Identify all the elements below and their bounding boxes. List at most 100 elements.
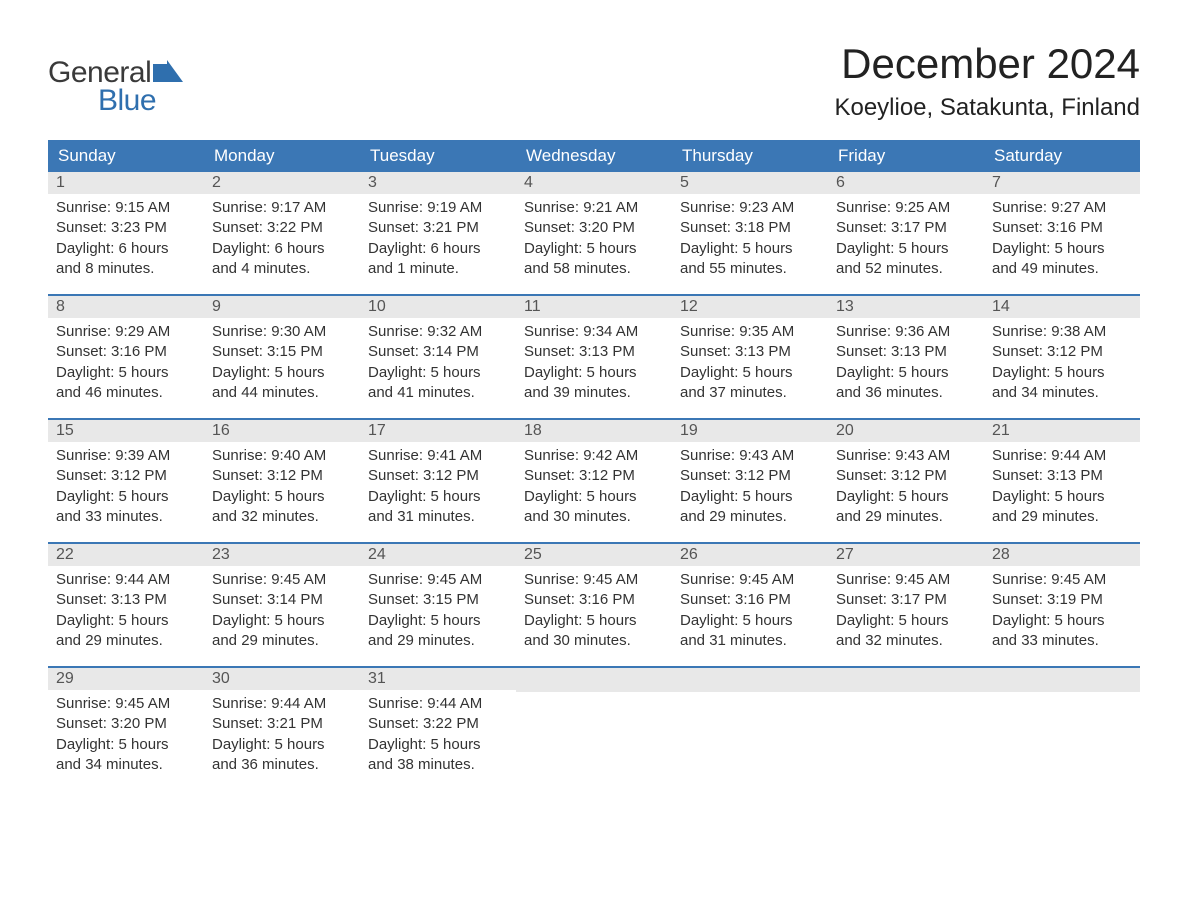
- day-sunrise-line: Sunrise: 9:44 AM: [212, 694, 352, 714]
- day-daylight1-line: Daylight: 5 hours: [524, 487, 664, 507]
- day-daylight1-line: Daylight: 5 hours: [212, 363, 352, 383]
- day-sunrise-line: Sunrise: 9:45 AM: [680, 570, 820, 590]
- day-sunrise-line: Sunrise: 9:45 AM: [212, 570, 352, 590]
- day-daylight1-line: Daylight: 5 hours: [56, 611, 196, 631]
- day-sunrise-line: Sunrise: 9:23 AM: [680, 198, 820, 218]
- day-number: 22: [48, 544, 204, 566]
- day-sunrise-line: Sunrise: 9:44 AM: [368, 694, 508, 714]
- day-daylight2-line: and 29 minutes.: [212, 631, 352, 651]
- week-row: 8Sunrise: 9:29 AMSunset: 3:16 PMDaylight…: [48, 294, 1140, 418]
- day-number: 8: [48, 296, 204, 318]
- day-content: Sunrise: 9:38 AMSunset: 3:12 PMDaylight:…: [984, 318, 1140, 411]
- day-daylight1-line: Daylight: 5 hours: [836, 363, 976, 383]
- day-sunset-line: Sunset: 3:17 PM: [836, 590, 976, 610]
- weekday-header-tuesday: Tuesday: [360, 140, 516, 172]
- day-number: 2: [204, 172, 360, 194]
- day-cell: 29Sunrise: 9:45 AMSunset: 3:20 PMDayligh…: [48, 668, 204, 790]
- day-cell: 5Sunrise: 9:23 AMSunset: 3:18 PMDaylight…: [672, 172, 828, 294]
- weekday-header-monday: Monday: [204, 140, 360, 172]
- day-daylight1-line: Daylight: 6 hours: [368, 239, 508, 259]
- logo-word-blue: Blue: [98, 84, 156, 118]
- day-daylight1-line: Daylight: 5 hours: [836, 611, 976, 631]
- day-cell: 23Sunrise: 9:45 AMSunset: 3:14 PMDayligh…: [204, 544, 360, 666]
- day-number: 19: [672, 420, 828, 442]
- day-sunset-line: Sunset: 3:13 PM: [680, 342, 820, 362]
- day-daylight1-line: Daylight: 6 hours: [212, 239, 352, 259]
- day-daylight1-line: Daylight: 5 hours: [368, 611, 508, 631]
- day-cell: [672, 668, 828, 790]
- day-daylight1-line: Daylight: 5 hours: [212, 487, 352, 507]
- day-daylight2-line: and 55 minutes.: [680, 259, 820, 279]
- day-sunrise-line: Sunrise: 9:45 AM: [836, 570, 976, 590]
- location-label: Koeylioe, Satakunta, Finland: [834, 94, 1140, 122]
- day-cell: 4Sunrise: 9:21 AMSunset: 3:20 PMDaylight…: [516, 172, 672, 294]
- day-number: 13: [828, 296, 984, 318]
- empty-day-header: [828, 668, 984, 692]
- day-content: Sunrise: 9:45 AMSunset: 3:20 PMDaylight:…: [48, 690, 204, 783]
- day-daylight1-line: Daylight: 5 hours: [56, 363, 196, 383]
- day-cell: 27Sunrise: 9:45 AMSunset: 3:17 PMDayligh…: [828, 544, 984, 666]
- day-sunrise-line: Sunrise: 9:43 AM: [836, 446, 976, 466]
- day-sunrise-line: Sunrise: 9:43 AM: [680, 446, 820, 466]
- day-number: 23: [204, 544, 360, 566]
- day-daylight1-line: Daylight: 5 hours: [212, 611, 352, 631]
- day-daylight1-line: Daylight: 5 hours: [524, 611, 664, 631]
- day-daylight1-line: Daylight: 5 hours: [524, 239, 664, 259]
- day-cell: 10Sunrise: 9:32 AMSunset: 3:14 PMDayligh…: [360, 296, 516, 418]
- day-content: Sunrise: 9:23 AMSunset: 3:18 PMDaylight:…: [672, 194, 828, 287]
- day-content: Sunrise: 9:43 AMSunset: 3:12 PMDaylight:…: [828, 442, 984, 535]
- day-daylight2-line: and 39 minutes.: [524, 383, 664, 403]
- day-content: Sunrise: 9:42 AMSunset: 3:12 PMDaylight:…: [516, 442, 672, 535]
- day-sunset-line: Sunset: 3:15 PM: [212, 342, 352, 362]
- day-number: 31: [360, 668, 516, 690]
- day-daylight1-line: Daylight: 5 hours: [368, 487, 508, 507]
- day-cell: 8Sunrise: 9:29 AMSunset: 3:16 PMDaylight…: [48, 296, 204, 418]
- day-daylight2-line: and 31 minutes.: [368, 507, 508, 527]
- day-daylight2-line: and 30 minutes.: [524, 631, 664, 651]
- day-sunset-line: Sunset: 3:13 PM: [992, 466, 1132, 486]
- day-daylight1-line: Daylight: 5 hours: [836, 239, 976, 259]
- day-daylight2-line: and 46 minutes.: [56, 383, 196, 403]
- day-daylight2-line: and 33 minutes.: [56, 507, 196, 527]
- day-number: 3: [360, 172, 516, 194]
- day-content: Sunrise: 9:41 AMSunset: 3:12 PMDaylight:…: [360, 442, 516, 535]
- day-sunset-line: Sunset: 3:12 PM: [836, 466, 976, 486]
- day-sunset-line: Sunset: 3:22 PM: [212, 218, 352, 238]
- day-number: 30: [204, 668, 360, 690]
- day-sunrise-line: Sunrise: 9:45 AM: [368, 570, 508, 590]
- day-daylight2-line: and 4 minutes.: [212, 259, 352, 279]
- day-number: 6: [828, 172, 984, 194]
- page-header: General Blue December 2024 Koeylioe, Sat…: [48, 40, 1140, 122]
- day-sunset-line: Sunset: 3:21 PM: [212, 714, 352, 734]
- day-cell: 15Sunrise: 9:39 AMSunset: 3:12 PMDayligh…: [48, 420, 204, 542]
- day-sunset-line: Sunset: 3:17 PM: [836, 218, 976, 238]
- day-cell: 26Sunrise: 9:45 AMSunset: 3:16 PMDayligh…: [672, 544, 828, 666]
- week-row: 1Sunrise: 9:15 AMSunset: 3:23 PMDaylight…: [48, 172, 1140, 294]
- day-daylight1-line: Daylight: 5 hours: [836, 487, 976, 507]
- weekday-header-friday: Friday: [828, 140, 984, 172]
- day-cell: 24Sunrise: 9:45 AMSunset: 3:15 PMDayligh…: [360, 544, 516, 666]
- day-cell: 21Sunrise: 9:44 AMSunset: 3:13 PMDayligh…: [984, 420, 1140, 542]
- month-title: December 2024: [834, 40, 1140, 88]
- day-cell: 7Sunrise: 9:27 AMSunset: 3:16 PMDaylight…: [984, 172, 1140, 294]
- day-daylight1-line: Daylight: 5 hours: [212, 735, 352, 755]
- day-content: Sunrise: 9:21 AMSunset: 3:20 PMDaylight:…: [516, 194, 672, 287]
- day-sunrise-line: Sunrise: 9:34 AM: [524, 322, 664, 342]
- week-row: 15Sunrise: 9:39 AMSunset: 3:12 PMDayligh…: [48, 418, 1140, 542]
- weekday-header-saturday: Saturday: [984, 140, 1140, 172]
- day-sunrise-line: Sunrise: 9:42 AM: [524, 446, 664, 466]
- day-cell: 20Sunrise: 9:43 AMSunset: 3:12 PMDayligh…: [828, 420, 984, 542]
- day-daylight2-line: and 29 minutes.: [836, 507, 976, 527]
- day-number: 16: [204, 420, 360, 442]
- day-daylight2-line: and 33 minutes.: [992, 631, 1132, 651]
- day-daylight1-line: Daylight: 5 hours: [56, 487, 196, 507]
- weekday-header-sunday: Sunday: [48, 140, 204, 172]
- day-sunset-line: Sunset: 3:12 PM: [56, 466, 196, 486]
- day-sunset-line: Sunset: 3:12 PM: [680, 466, 820, 486]
- day-sunrise-line: Sunrise: 9:25 AM: [836, 198, 976, 218]
- day-cell: 14Sunrise: 9:38 AMSunset: 3:12 PMDayligh…: [984, 296, 1140, 418]
- logo: General Blue: [48, 40, 183, 118]
- day-number: 9: [204, 296, 360, 318]
- day-cell: 16Sunrise: 9:40 AMSunset: 3:12 PMDayligh…: [204, 420, 360, 542]
- day-content: Sunrise: 9:44 AMSunset: 3:22 PMDaylight:…: [360, 690, 516, 783]
